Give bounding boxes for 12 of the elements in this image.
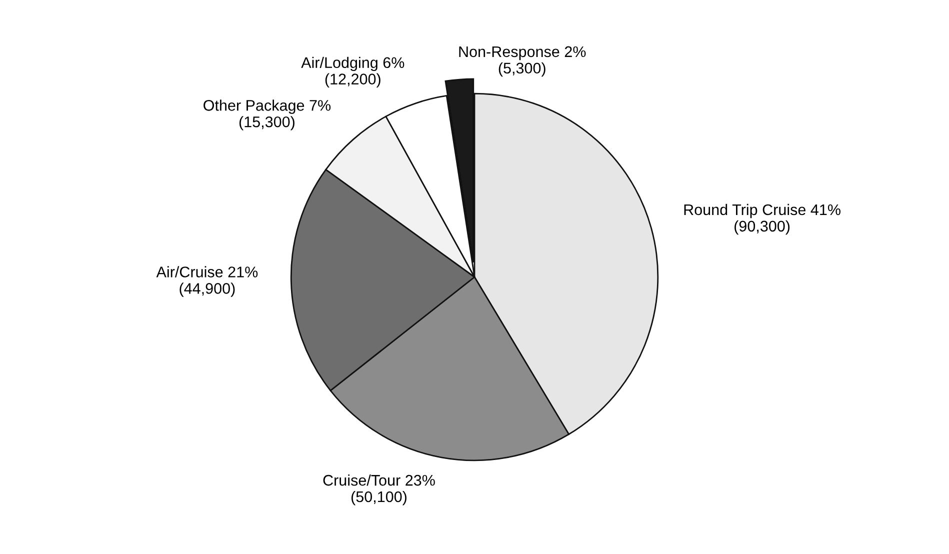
slice-label: Other Package 7%	[204, 100, 331, 114]
data-label: (50,100)	[351, 490, 406, 506]
slice-label: Round Trip Cruise 41%	[684, 204, 840, 218]
slice-label: Non-Response 2%	[459, 46, 586, 60]
data-label: (44,900)	[180, 282, 235, 297]
slice-label: Cruise/Tour 23%	[323, 474, 435, 486]
data-label: (5,300)	[498, 62, 546, 77]
data-label: (15,300)	[239, 116, 294, 130]
data-label: (90,300)	[734, 220, 790, 235]
slice-label: Air/Cruise 21%	[156, 266, 258, 278]
data-label: (12,200)	[325, 73, 380, 88]
slice-label: Air/Lodging 6%	[301, 56, 404, 72]
